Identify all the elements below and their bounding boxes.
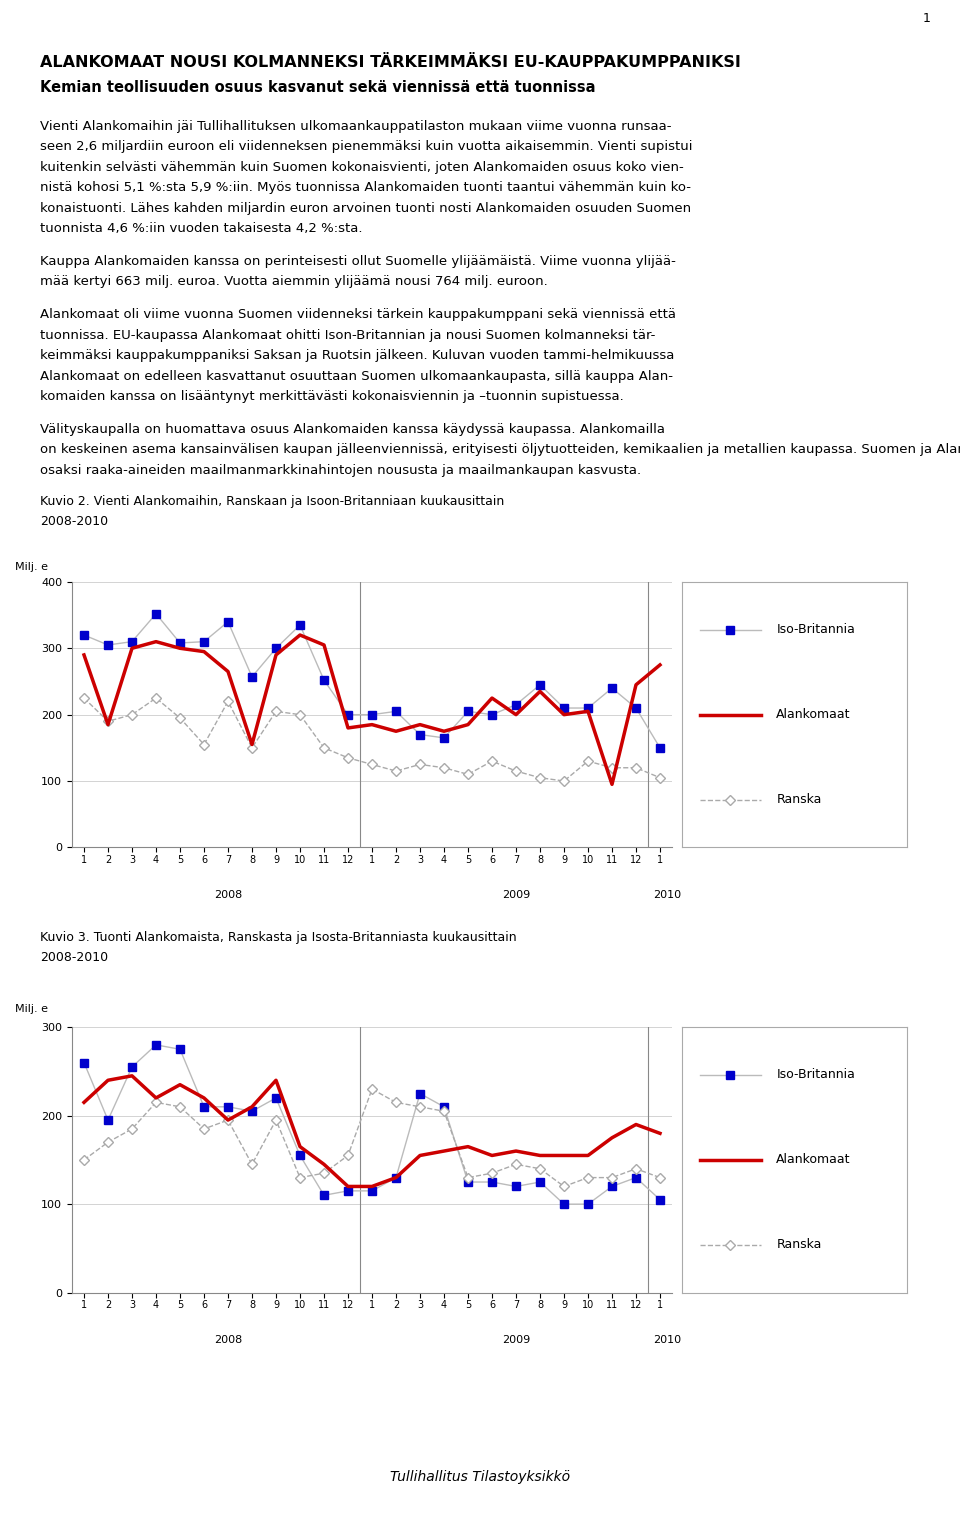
Text: Ranska: Ranska [777, 793, 822, 806]
Text: Alankomaat oli viime vuonna Suomen viidenneksi tärkein kauppakumppani sekä vienn: Alankomaat oli viime vuonna Suomen viide… [40, 308, 676, 322]
Text: Välityskaupalla on huomattava osuus Alankomaiden kanssa käydyssä kaupassa. Alank: Välityskaupalla on huomattava osuus Alan… [40, 423, 665, 435]
Text: Iso-Britannia: Iso-Britannia [777, 1068, 855, 1082]
Text: Milj. e: Milj. e [15, 1004, 48, 1013]
Text: Ranska: Ranska [777, 1238, 822, 1252]
Text: 2009: 2009 [502, 890, 530, 900]
Text: komaiden kanssa on lisääntynyt merkittävästi kokonaisviennin ja –tuonnin supistu: komaiden kanssa on lisääntynyt merkittäv… [40, 390, 624, 404]
Text: Kuvio 2. Vienti Alankomaihin, Ranskaan ja Isoon-Britanniaan kuukausittain: Kuvio 2. Vienti Alankomaihin, Ranskaan j… [40, 495, 505, 508]
Text: osaksi raaka-aineiden maailmanmarkkinahintojen noususta ja maailmankaupan kasvus: osaksi raaka-aineiden maailmanmarkkinahi… [40, 464, 641, 476]
Text: konaistuonti. Lähes kahden miljardin euron arvoinen tuonti nosti Alankomaiden os: konaistuonti. Lähes kahden miljardin eur… [40, 202, 691, 215]
Text: ALANKOMAAT NOUSI KOLMANNEKSI TÄRKEIMMÄKSI EU-KAUPPAKUMPPANIKSI: ALANKOMAAT NOUSI KOLMANNEKSI TÄRKEIMMÄKS… [40, 55, 741, 70]
Text: 2008: 2008 [214, 1335, 242, 1346]
Text: 2009: 2009 [502, 1335, 530, 1346]
Text: Alankomaat on edelleen kasvattanut osuuttaan Suomen ulkomaankaupasta, sillä kaup: Alankomaat on edelleen kasvattanut osuut… [40, 370, 673, 382]
Text: on keskeinen asema kansainvälisen kaupan jälleenviennissä, erityisesti öljytuott: on keskeinen asema kansainvälisen kaupan… [40, 443, 960, 457]
Text: Iso-Britannia: Iso-Britannia [777, 623, 855, 636]
Text: mää kertyi 663 milj. euroa. Vuotta aiemmin ylijäämä nousi 764 milj. euroon.: mää kertyi 663 milj. euroa. Vuotta aiemm… [40, 276, 548, 288]
Text: keimmäksi kauppakumppaniksi Saksan ja Ruotsin jälkeen. Kuluvan vuoden tammi-helm: keimmäksi kauppakumppaniksi Saksan ja Ru… [40, 349, 675, 363]
Text: tuonnissa. EU-kaupassa Alankomaat ohitti Ison-Britannian ja nousi Suomen kolmann: tuonnissa. EU-kaupassa Alankomaat ohitti… [40, 329, 656, 341]
Text: Milj. e: Milj. e [15, 561, 48, 572]
Text: nistä kohosi 5,1 %:sta 5,9 %:iin. Myös tuonnissa Alankomaiden tuonti taantui väh: nistä kohosi 5,1 %:sta 5,9 %:iin. Myös t… [40, 181, 691, 194]
Text: Kauppa Alankomaiden kanssa on perinteisesti ollut Suomelle ylijäämäistä. Viime v: Kauppa Alankomaiden kanssa on perinteise… [40, 255, 676, 269]
Text: 2008: 2008 [214, 890, 242, 900]
Text: 1: 1 [923, 12, 930, 26]
Text: Kemian teollisuuden osuus kasvanut sekä viennissä että tuonnissa: Kemian teollisuuden osuus kasvanut sekä … [40, 80, 596, 96]
Text: tuonnista 4,6 %:iin vuoden takaisesta 4,2 %:sta.: tuonnista 4,6 %:iin vuoden takaisesta 4,… [40, 221, 363, 235]
Text: Vienti Alankomaihin jäi Tullihallituksen ulkomaankauppatilaston mukaan viime vuo: Vienti Alankomaihin jäi Tullihallituksen… [40, 120, 672, 133]
Text: 2010: 2010 [653, 890, 682, 900]
Text: Tullihallitus Tilastoyksikkö: Tullihallitus Tilastoyksikkö [390, 1470, 570, 1484]
Text: 2008-2010: 2008-2010 [40, 951, 108, 965]
Text: kuitenkin selvästi vähemmän kuin Suomen kokonaisvienti, joten Alankomaiden osuus: kuitenkin selvästi vähemmän kuin Suomen … [40, 161, 684, 174]
Text: Kuvio 3. Tuonti Alankomaista, Ranskasta ja Isosta-Britanniasta kuukausittain: Kuvio 3. Tuonti Alankomaista, Ranskasta … [40, 931, 516, 944]
Text: 2010: 2010 [653, 1335, 682, 1346]
Text: Alankomaat: Alankomaat [777, 708, 851, 721]
Text: Alankomaat: Alankomaat [777, 1153, 851, 1167]
Text: seen 2,6 miljardiin euroon eli viidenneksen pienemmäksi kuin vuotta aikaisemmin.: seen 2,6 miljardiin euroon eli viidennek… [40, 140, 693, 153]
Text: 2008-2010: 2008-2010 [40, 516, 108, 528]
